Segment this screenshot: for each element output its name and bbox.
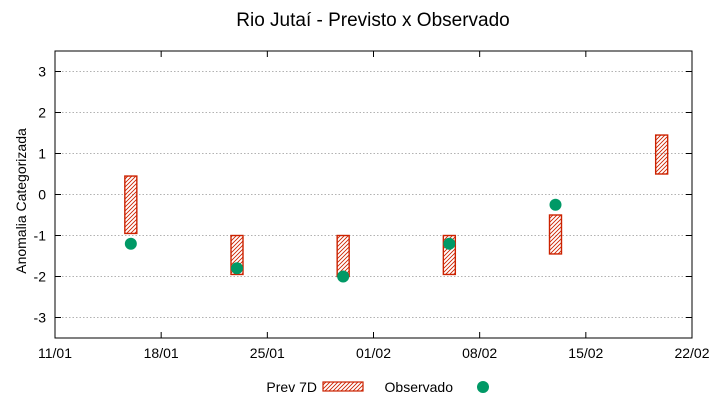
observed-point (231, 262, 243, 275)
y-tick-label: 3 (38, 64, 46, 80)
x-tick-label: 25/01 (250, 345, 285, 361)
forecast-bar (548, 214, 563, 255)
observed-point (124, 237, 137, 250)
grid-lines (55, 71, 692, 318)
y-tick-label: -1 (34, 228, 47, 244)
y-tick-label: -3 (34, 310, 47, 326)
y-tick-label: 2 (38, 105, 46, 121)
y-axis-label: Anomalia Categorizada (13, 128, 29, 274)
x-tick-label: 11/01 (38, 345, 72, 361)
legend-swatch-prev (322, 381, 364, 392)
forecast-bar (654, 134, 669, 175)
forecast-bars (124, 134, 669, 278)
axis-ticks: -3 -2 -1 0 1 2 3 11/01 18/01 25/01 01/02 08/02 15/02… (34, 51, 710, 361)
x-tick-label: 01/02 (356, 345, 391, 361)
x-tick-label: 15/02 (568, 345, 603, 361)
legend: Prev 7D Observado (266, 379, 489, 395)
observed-points (124, 198, 562, 283)
legend-marker-observado (477, 381, 489, 393)
plot-frame (54, 50, 693, 339)
forecast-bar (336, 234, 350, 278)
y-tick-label: 1 (38, 146, 46, 162)
chart-title: Rio Jutaí - Previsto x Observado (236, 10, 510, 31)
legend-label-observado: Observado (385, 379, 454, 395)
x-tick-label: 22/02 (674, 345, 709, 361)
legend-label-prev: Prev 7D (266, 379, 317, 395)
x-tick-label: 08/02 (462, 345, 497, 361)
y-tick-label: 0 (38, 187, 46, 203)
observed-point (443, 237, 456, 250)
forecast-bar (124, 175, 138, 235)
observed-point (549, 198, 562, 211)
y-tick-label: -2 (34, 269, 47, 285)
observed-point (337, 270, 350, 283)
x-tick-label: 18/01 (144, 345, 179, 361)
